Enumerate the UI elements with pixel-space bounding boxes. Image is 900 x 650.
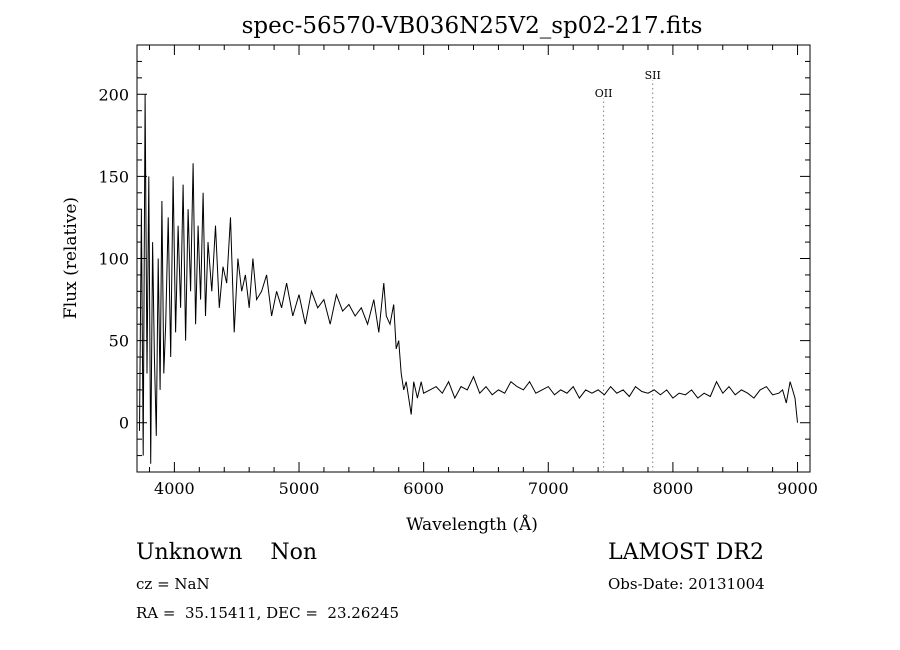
x-axis-label: Wavelength (Å) (406, 514, 538, 535)
x-tick-label: 9000 (777, 479, 818, 498)
redshift-label: cz = NaN (136, 575, 210, 593)
y-tick-label: 100 (98, 250, 129, 269)
emission-line-label: SII (645, 69, 661, 82)
x-tick-label: 4000 (154, 479, 195, 498)
object-class-label: Unknown Non (136, 540, 318, 565)
axis-ticks: 4000 5000 6000 7000 8000 9000 0 50 100 150 200 (98, 45, 818, 498)
series-layer (139, 94, 798, 464)
x-tick-label: 5000 (279, 479, 320, 498)
y-tick-label: 150 (98, 167, 129, 186)
survey-label: LAMOST DR2 (608, 540, 764, 565)
y-axis-label: Flux (relative) (61, 197, 81, 319)
x-tick-label: 6000 (403, 479, 444, 498)
x-tick-label: 7000 (528, 479, 569, 498)
emission-line-label: OII (595, 87, 613, 100)
emission-line-markers: OII SII (595, 69, 661, 472)
x-tick-label: 8000 (653, 479, 694, 498)
y-tick-label: 0 (119, 414, 129, 433)
spectrum-line (139, 94, 798, 464)
y-tick-label: 50 (109, 332, 129, 351)
obs-date-label: Obs-Date: 20131004 (608, 575, 765, 593)
chart-title: spec-56570-VB036N25V2_sp02-217.fits (242, 13, 703, 39)
y-tick-label: 200 (98, 85, 129, 104)
coordinates-label: RA = 35.15411, DEC = 23.26245 (136, 604, 400, 622)
